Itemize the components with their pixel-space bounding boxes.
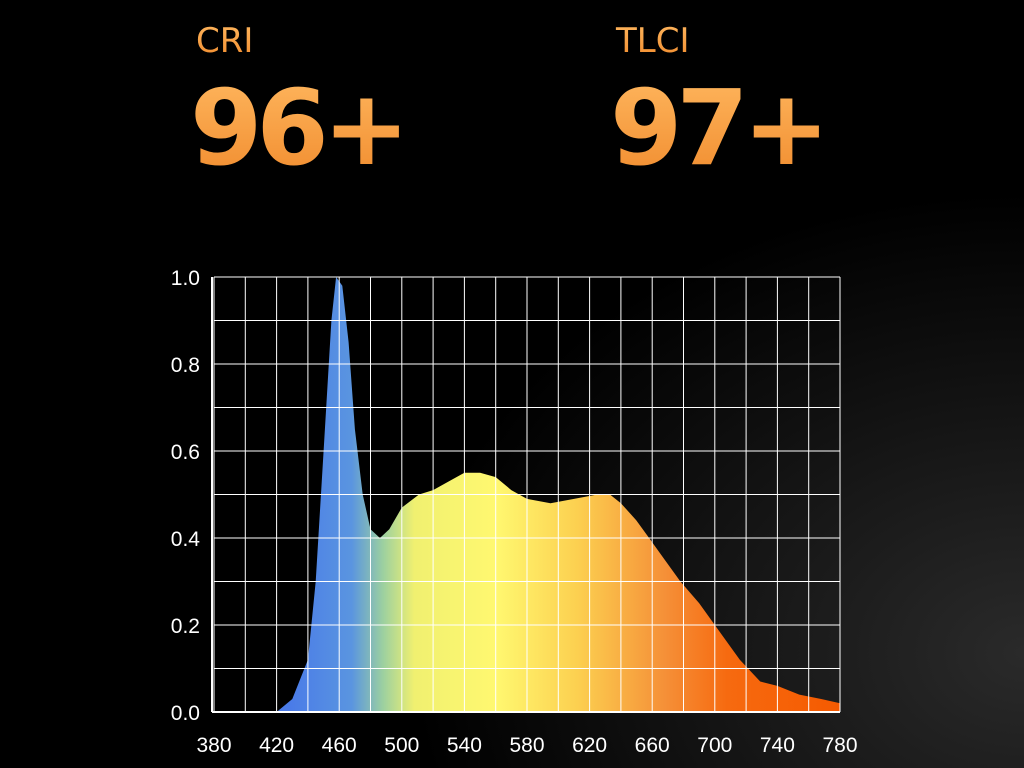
y-tick-label: 0.8: [171, 354, 200, 377]
stat-value: 96+: [190, 67, 404, 189]
x-tick-label: 660: [635, 734, 670, 757]
x-tick-label: 460: [322, 734, 357, 757]
stat-label: CRI: [196, 21, 253, 61]
y-tick-label: 0.0: [171, 702, 200, 725]
y-tick-label: 1.0: [171, 267, 200, 290]
x-tick-label: 420: [259, 734, 294, 757]
stat-label: TLCI: [615, 21, 689, 61]
x-tick-label: 380: [196, 734, 231, 757]
stat-value: 97+: [610, 67, 824, 189]
plot: 380 420 460 500 540 580 620 660 700 740 780 0.0 0.2 0…: [171, 267, 858, 757]
x-tick-label: 740: [760, 734, 795, 757]
spectrum-area: [276, 277, 841, 712]
y-tick-label: 0.4: [171, 528, 201, 551]
x-tick-label: 580: [509, 734, 544, 757]
x-tick-label: 620: [572, 734, 607, 757]
y-tick-label: 0.6: [171, 441, 200, 464]
x-tick-label: 540: [447, 734, 482, 757]
y-tick-label: 0.2: [171, 615, 200, 638]
x-tick-label: 500: [384, 734, 419, 757]
x-tick-label: 780: [822, 734, 857, 757]
x-tick-label: 700: [697, 734, 732, 757]
